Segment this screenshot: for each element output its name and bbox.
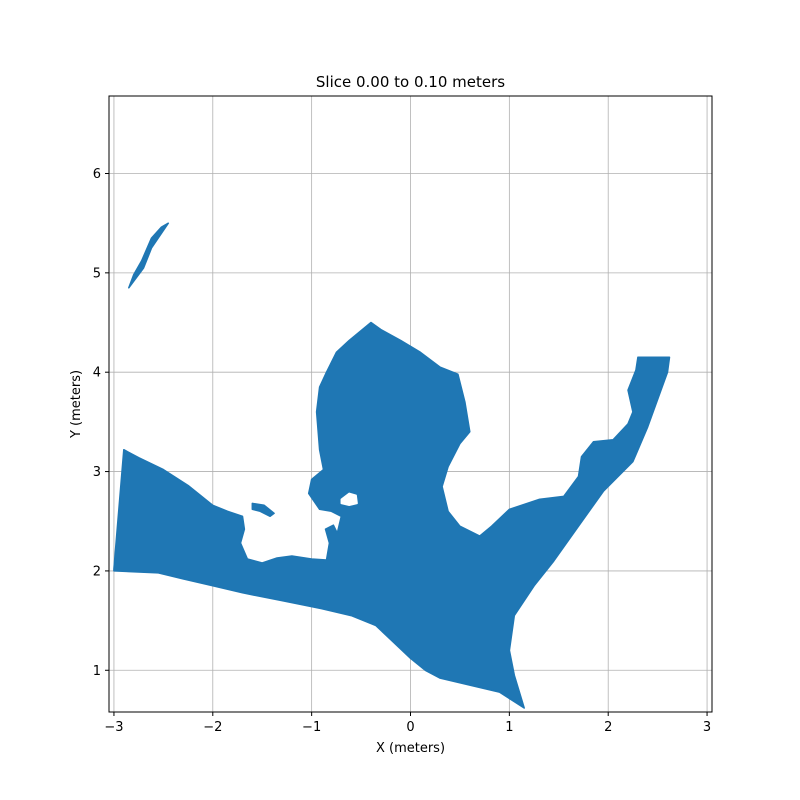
y-tick-label: 1 — [93, 664, 101, 679]
x-tick-label: −1 — [302, 720, 321, 735]
x-axis-label: X (meters) — [376, 741, 445, 756]
point-cloud-spur — [251, 502, 275, 518]
x-tick-label: −2 — [203, 720, 222, 735]
chart-title: Slice 0.00 to 0.10 meters — [316, 73, 505, 91]
y-tick-label: 2 — [93, 564, 101, 579]
x-tick-label: 1 — [505, 720, 513, 735]
y-tick-label: 5 — [93, 266, 101, 281]
x-tick-label: 3 — [703, 720, 711, 735]
point-cloud-hole — [340, 492, 358, 507]
y-tick-label: 4 — [93, 366, 101, 381]
x-tick-label: −3 — [104, 720, 123, 735]
ticks: −3 −2 −1 0 1 2 3 1 2 3 4 5 6 — [93, 167, 711, 735]
point-cloud-island — [128, 222, 170, 289]
x-tick-label: 2 — [604, 720, 612, 735]
data-marks — [113, 222, 671, 709]
point-cloud-main — [113, 321, 671, 709]
y-tick-label: 6 — [93, 167, 101, 182]
x-tick-label: 0 — [406, 720, 414, 735]
y-tick-label: 3 — [93, 465, 101, 480]
y-axis-label: Y (meters) — [69, 370, 84, 439]
